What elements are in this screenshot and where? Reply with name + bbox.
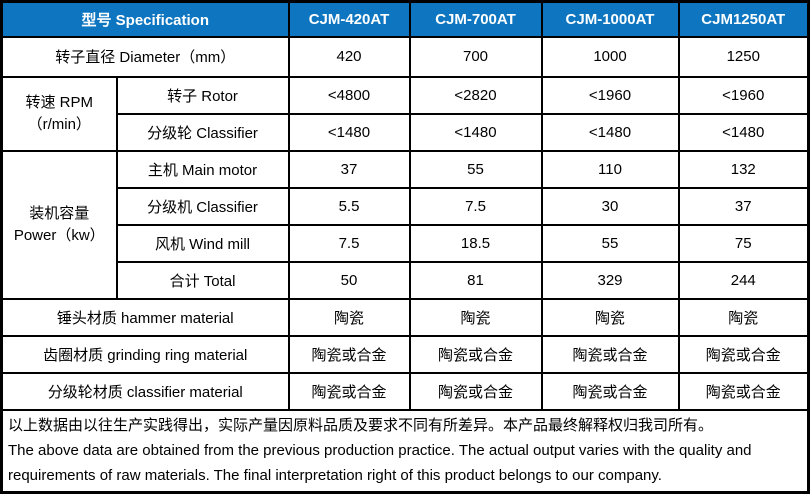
rpm-classifier-value: <1480: [540, 112, 680, 152]
power-wind-mill-value: 18.5: [408, 223, 543, 263]
hammer-material-value: 陶瓷: [408, 297, 543, 337]
header-model-cjm-1000at: CJM-1000AT: [540, 0, 680, 38]
power-wind-mill-value: 7.5: [287, 223, 411, 263]
header-model-cjm1250at: CJM1250AT: [677, 0, 810, 38]
power-main-motor-value: 55: [408, 149, 543, 189]
rpm-group-label-line1: 转速 RPM: [25, 93, 93, 111]
grinding-ring-material-label: 齿圈材质 grinding ring material: [0, 334, 290, 374]
power-total-label: 合计 Total: [115, 260, 290, 300]
power-group-label: 装机容量 Power（kw）: [0, 149, 118, 300]
header-model-cjm-420at: CJM-420AT: [287, 0, 411, 38]
classifier-material-row: 分级轮材质 classifier material 陶瓷或合金 陶瓷或合金 陶瓷…: [0, 371, 810, 411]
header-model-cjm-700at: CJM-700AT: [408, 0, 543, 38]
power-total-value: 50: [287, 260, 411, 300]
power-main-motor-value: 110: [540, 149, 680, 189]
rpm-group-label-line2: （r/min）: [27, 115, 91, 133]
rpm-rotor-value: <1960: [540, 75, 680, 115]
hammer-material-value: 陶瓷: [287, 297, 411, 337]
diameter-value: 420: [287, 35, 411, 78]
hammer-material-value: 陶瓷: [677, 297, 810, 337]
grinding-ring-material-value: 陶瓷或合金: [408, 334, 543, 374]
grinding-ring-material-value: 陶瓷或合金: [540, 334, 680, 374]
header-spec-label: 型号 Specification: [0, 0, 290, 38]
power-total-value: 329: [540, 260, 680, 300]
rpm-classifier-row: 分级轮 Classifier <1480 <1480 <1480 <1480: [2, 112, 810, 152]
classifier-material-label: 分级轮材质 classifier material: [0, 371, 290, 411]
diameter-row: 转子直径 Diameter（mm） 420 700 1000 1250: [0, 35, 810, 78]
diameter-value: 1000: [540, 35, 680, 78]
hammer-material-label: 锤头材质 hammer material: [0, 297, 290, 337]
power-main-motor-value: 132: [677, 149, 810, 189]
grinding-ring-material-row: 齿圈材质 grinding ring material 陶瓷或合金 陶瓷或合金 …: [0, 334, 810, 374]
rpm-rotor-value: <1960: [677, 75, 810, 115]
rpm-classifier-value: <1480: [677, 112, 810, 152]
power-classifier-value: 7.5: [408, 186, 543, 226]
hammer-material-value: 陶瓷: [540, 297, 680, 337]
power-classifier-row: 分级机 Classifier 5.5 7.5 30 37: [2, 186, 810, 226]
power-group-label-line2: Power（kw）: [13, 226, 105, 244]
disclaimer-text-zh: 以上数据由以往生产实践得出，实际产量因原料品质及要求不同有所差异。本产品最终解释…: [8, 416, 714, 434]
classifier-material-value: 陶瓷或合金: [287, 371, 411, 411]
power-classifier-value: 37: [677, 186, 810, 226]
diameter-value: 700: [408, 35, 543, 78]
grinding-ring-material-value: 陶瓷或合金: [677, 334, 810, 374]
disclaimer-cell: 以上数据由以往生产实践得出，实际产量因原料品质及要求不同有所差异。本产品最终解释…: [0, 408, 810, 493]
rpm-rotor-row: 转速 RPM （r/min） 转子 Rotor <4800 <2820 <196…: [0, 75, 810, 152]
diameter-value: 1250: [677, 35, 810, 78]
power-classifier-value: 5.5: [287, 186, 411, 226]
power-classifier-label: 分级机 Classifier: [115, 186, 290, 226]
rpm-rotor-label: 转子 Rotor: [115, 75, 290, 115]
disclaimer-text-en: The above data are obtained from the pre…: [8, 441, 752, 484]
power-wind-mill-value: 75: [677, 223, 810, 263]
classifier-material-value: 陶瓷或合金: [408, 371, 543, 411]
rpm-classifier-value: <1480: [408, 112, 543, 152]
power-main-motor-row: 装机容量 Power（kw） 主机 Main motor 37 55 110 1…: [0, 149, 810, 300]
power-total-value: 81: [408, 260, 543, 300]
classifier-material-value: 陶瓷或合金: [677, 371, 810, 411]
rpm-group-label: 转速 RPM （r/min）: [0, 75, 118, 152]
power-main-motor-label: 主机 Main motor: [115, 149, 290, 189]
power-total-value: 244: [677, 260, 810, 300]
rpm-classifier-value: <1480: [287, 112, 411, 152]
power-wind-mill-value: 55: [540, 223, 680, 263]
header-row: 型号 Specification CJM-420AT CJM-700AT CJM…: [0, 0, 810, 38]
power-main-motor-value: 37: [287, 149, 411, 189]
hammer-material-row: 锤头材质 hammer material 陶瓷 陶瓷 陶瓷 陶瓷: [0, 297, 810, 337]
power-total-row: 合计 Total 50 81 329 244: [2, 260, 810, 300]
classifier-material-value: 陶瓷或合金: [540, 371, 680, 411]
power-group-label-line1: 装机容量: [29, 204, 90, 222]
disclaimer-row: 以上数据由以往生产实践得出，实际产量因原料品质及要求不同有所差异。本产品最终解释…: [0, 408, 810, 493]
diameter-label: 转子直径 Diameter（mm）: [0, 35, 290, 78]
rpm-rotor-value: <2820: [408, 75, 543, 115]
power-classifier-value: 30: [540, 186, 680, 226]
rpm-rotor-value: <4800: [287, 75, 411, 115]
power-wind-mill-label: 风机 Wind mill: [115, 223, 290, 263]
rpm-classifier-label: 分级轮 Classifier: [115, 112, 290, 152]
power-wind-mill-row: 风机 Wind mill 7.5 18.5 55 75: [2, 223, 810, 263]
grinding-ring-material-value: 陶瓷或合金: [287, 334, 411, 374]
